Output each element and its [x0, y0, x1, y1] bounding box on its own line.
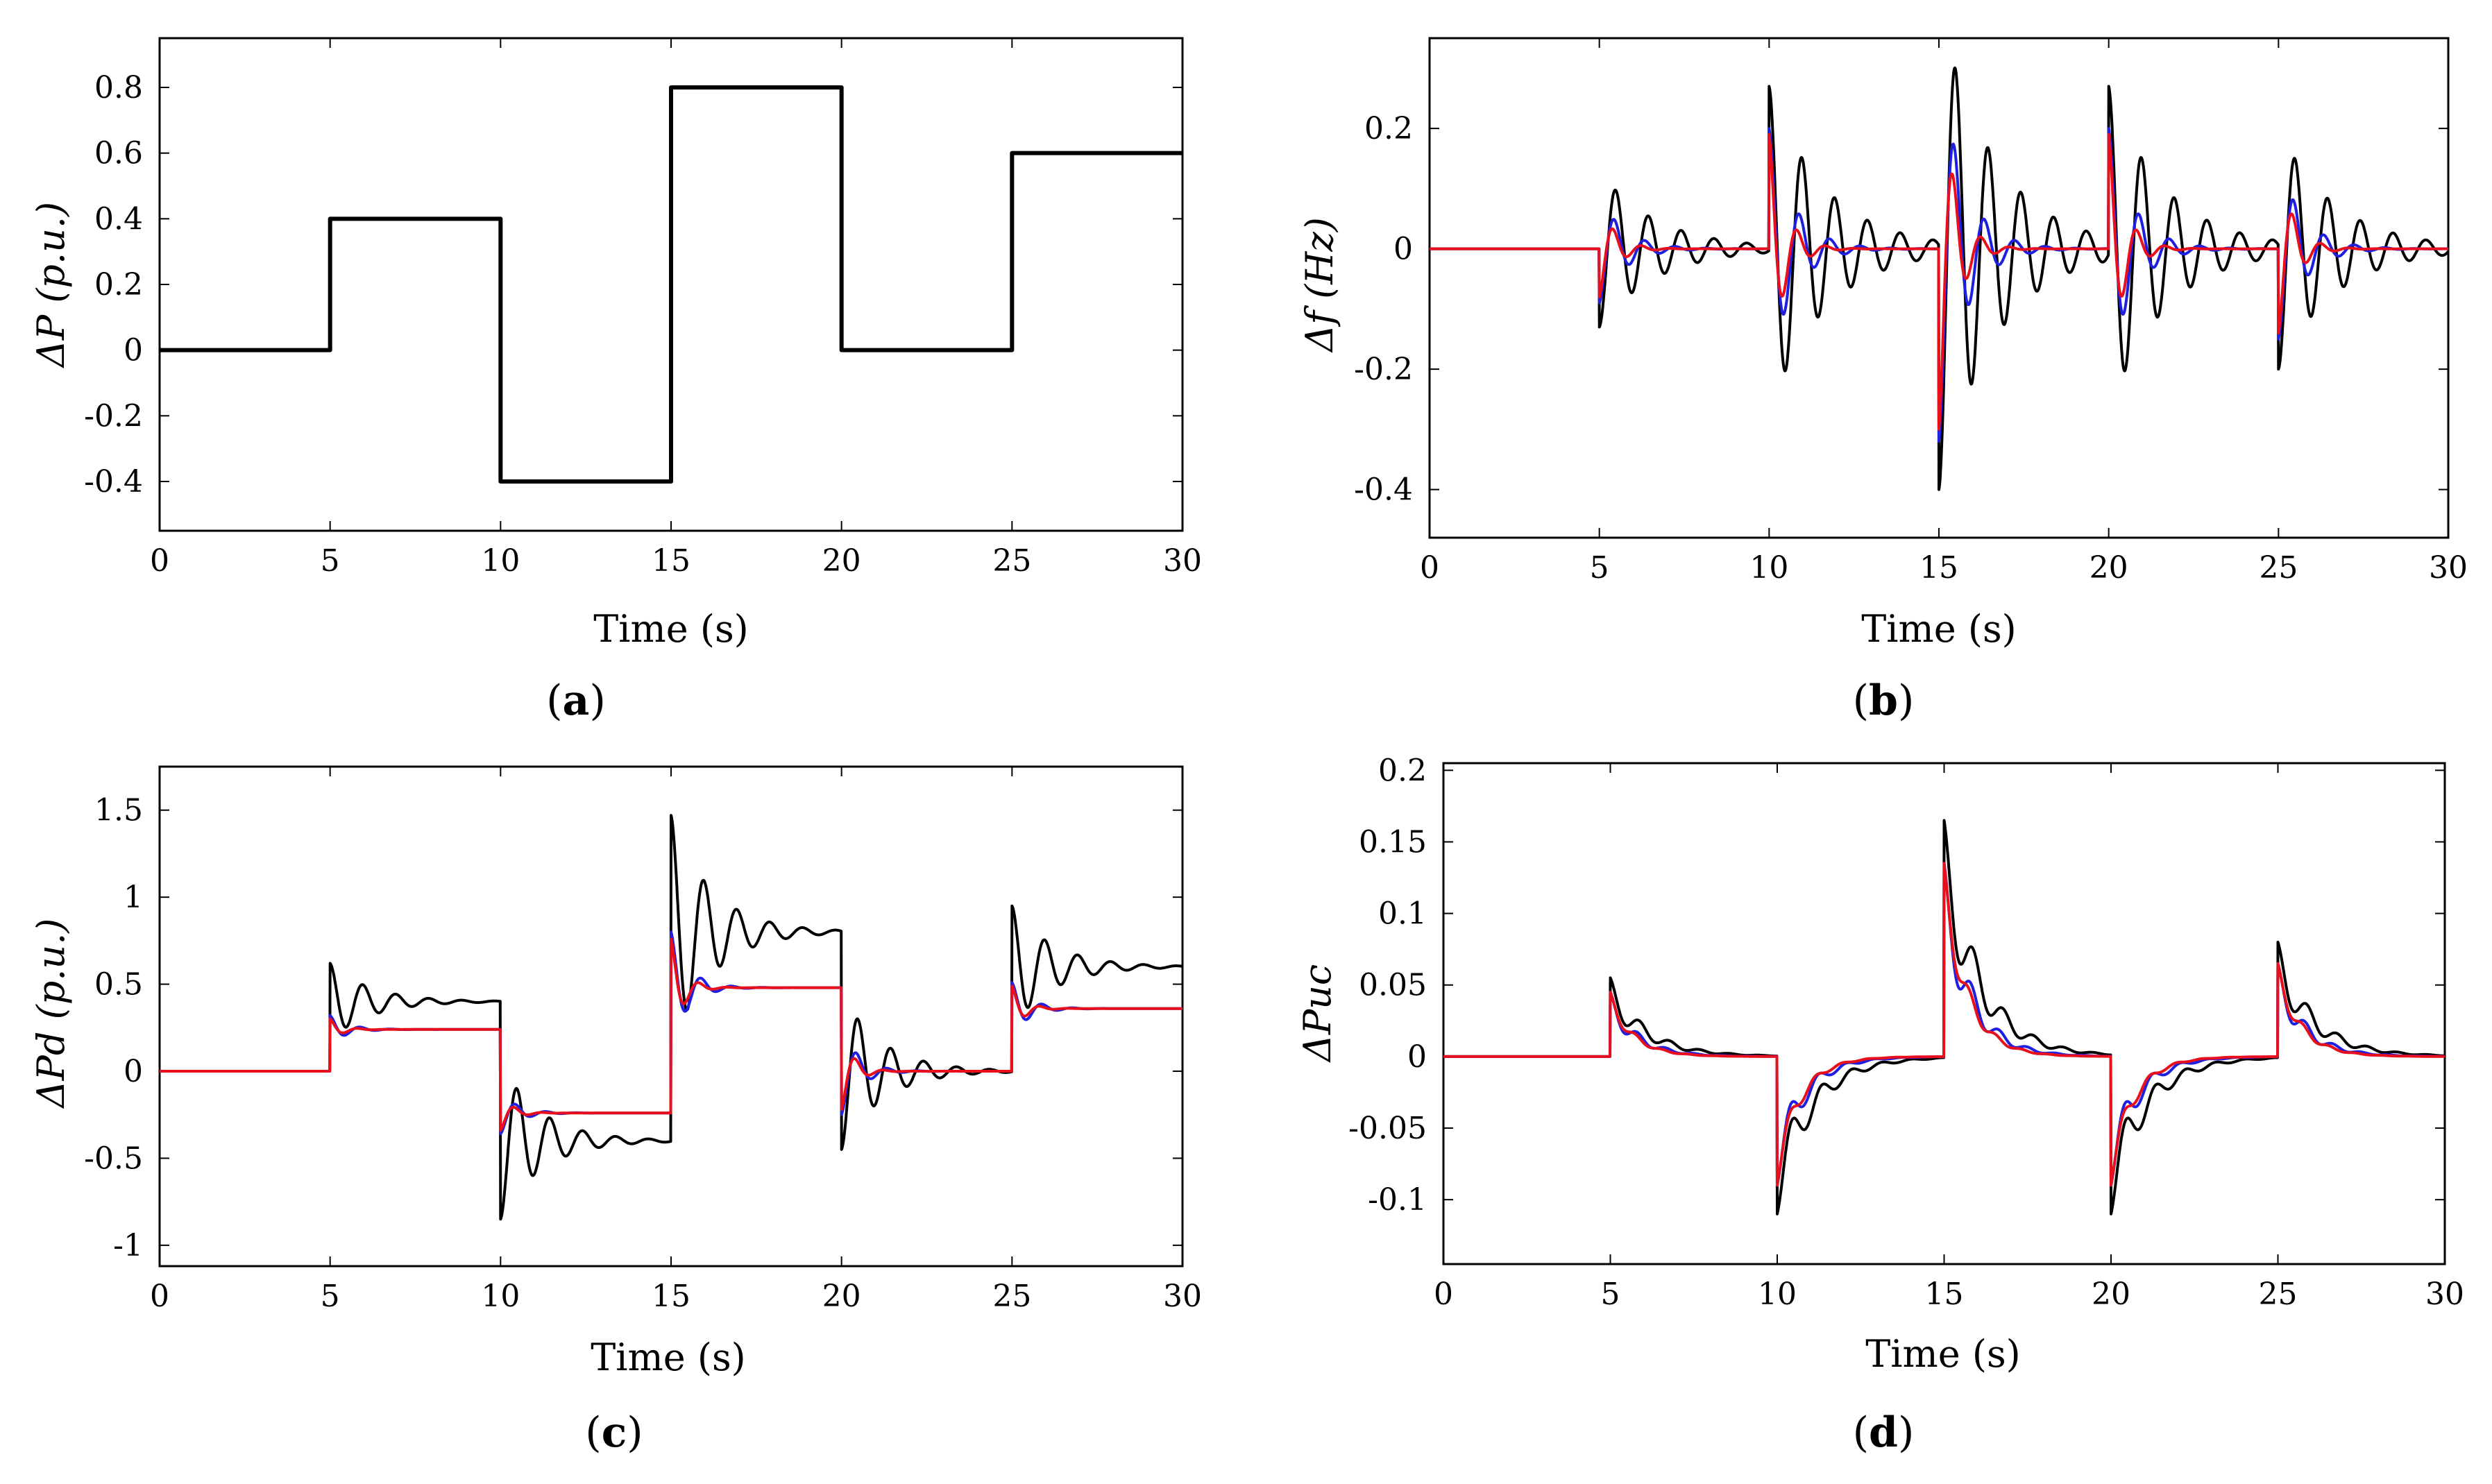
panel-c-series-1-line [158, 814, 1184, 1221]
panel-c-series [158, 814, 1184, 1221]
panel-b: 0 5 10 15 20 25 30 -0.4 -0.2 0 0.2 Time (s) Δf (Hz… [1298, 37, 2468, 725]
panel-d-y-tick-label: 0.2 [1378, 753, 1427, 788]
panel-c-y-tick-label: -1 [113, 1228, 143, 1263]
panel-a-letter: a [563, 676, 590, 725]
panel-a-y-tick-label: -0.4 [84, 464, 143, 500]
panel-a-x-tick-label: 15 [652, 543, 690, 579]
panel-d-series-3-line [1442, 862, 2446, 1187]
panel-a-y-tick-label: 0.2 [94, 267, 143, 302]
panel-c: 0 5 10 15 20 25 30 -1 -0.5 0 0.5 1 1.5 Time (s) ΔPd … [29, 765, 1202, 1457]
panel-c-x-tick-label: 10 [481, 1279, 520, 1314]
panel-b-y-tick-label: -0.4 [1354, 472, 1413, 508]
panel-c-x-tick-label: 30 [1163, 1279, 1202, 1314]
panel-d-series [1442, 819, 2446, 1216]
panel-d-x-tick-label: 5 [1601, 1277, 1620, 1312]
panel-c-y-axis-title: ΔPd (p.u.) [29, 919, 73, 1109]
panel-d-letter: d [1869, 1408, 1898, 1457]
panel-b-letter: b [1869, 676, 1898, 725]
panel-a-x-tick-label: 25 [992, 543, 1031, 579]
panel-a-y-tick-label: 0.6 [94, 136, 143, 171]
panel-b-label: (b) [1853, 676, 1915, 725]
panel-d-y-tick-label: -0.1 [1368, 1182, 1427, 1218]
panel-b-y-tick-label: 0.2 [1364, 111, 1413, 146]
panel-c-series-3-line [158, 937, 1184, 1132]
panel-a-y-tick-label: 0.4 [94, 201, 143, 237]
panel-d-x-tick-label: 0 [1434, 1277, 1453, 1312]
panel-b-x-axis-title: Time (s) [1861, 607, 2016, 651]
panel-b-y-axis-title: Δf (Hz) [1298, 217, 1341, 353]
panel-c-y-tick-label: 0.5 [94, 967, 143, 1003]
panel-b-x-tick-label: 15 [1919, 550, 1958, 586]
panel-a-x-tick-label: 30 [1163, 543, 1202, 579]
panel-d-x-tick-label: 15 [1925, 1277, 1964, 1312]
panel-c-x-tick-label: 25 [992, 1279, 1031, 1314]
panel-a-series-1-line [160, 85, 1183, 484]
panel-d-ticks: 0 5 10 15 20 25 30 -0.1 -0.05 0 0.05 0.1 0.15 0.2 [1348, 753, 2464, 1312]
panel-d-x-axis-title: Time (s) [1865, 1332, 2020, 1376]
panel-a-x-axis-title: Time (s) [593, 607, 748, 651]
panel-a-series [160, 85, 1183, 484]
panel-a-y-tick-label: -0.2 [84, 398, 143, 434]
panel-b-x-tick-label: 30 [2429, 550, 2468, 586]
panel-a: 0 5 10 15 20 25 30 -0.4 -0.2 0 0.2 0.4 0.6 0.8 Time (… [29, 37, 1202, 725]
panel-c-y-tick-label: 1 [124, 880, 143, 915]
panel-a-y-axis-title: ΔP (p.u.) [29, 202, 73, 368]
panel-d-y-tick-label: 0.05 [1359, 968, 1427, 1003]
panel-a-x-tick-label: 5 [321, 543, 340, 579]
panel-d-y-tick-label: 0.1 [1378, 896, 1427, 932]
panel-c-x-tick-label: 5 [321, 1279, 340, 1314]
panel-b-x-tick-label: 20 [2090, 550, 2128, 586]
panel-d-y-tick-label: 0 [1407, 1039, 1427, 1075]
panel-b-series [1428, 66, 2450, 491]
panel-b-y-tick-label: 0 [1393, 232, 1413, 267]
panel-c-label: (c) [585, 1408, 643, 1457]
panel-a-label: (a) [546, 676, 606, 725]
panel-c-ticks: 0 5 10 15 20 25 30 -1 -0.5 0 0.5 1 1.5 [84, 767, 1202, 1314]
panel-a-y-tick-label: 0.8 [94, 70, 143, 105]
panel-a-x-tick-label: 0 [150, 543, 169, 579]
panel-c-x-tick-label: 20 [822, 1279, 861, 1314]
panel-a-x-tick-label: 20 [822, 543, 861, 579]
panel-c-series-2-line [158, 930, 1184, 1136]
panel-d-series-1-line [1442, 819, 2446, 1216]
panel-d-label: (d) [1853, 1408, 1915, 1457]
panel-a-x-tick-label: 10 [481, 543, 520, 579]
panel-d-x-tick-label: 25 [2259, 1277, 2298, 1312]
panel-c-y-tick-label: 0 [124, 1054, 143, 1089]
panel-c-y-tick-label: 1.5 [94, 793, 143, 828]
panel-c-x-tick-label: 15 [652, 1279, 690, 1314]
panel-b-series-3-line [1428, 133, 2450, 431]
panel-a-y-tick-label: 0 [124, 333, 143, 368]
panel-b-ticks: 0 5 10 15 20 25 30 -0.4 -0.2 0 0.2 [1354, 38, 2468, 586]
panel-c-x-tick-label: 0 [150, 1279, 169, 1314]
panel-d: 0 5 10 15 20 25 30 -0.1 -0.05 0 0.05 0.1 0.15 0.2 Tim… [1296, 753, 2464, 1457]
panel-b-series-2-line [1428, 127, 2450, 443]
panel-b-series-1-line [1428, 66, 2450, 491]
panel-c-letter: c [602, 1408, 627, 1457]
panel-b-y-tick-label: -0.2 [1354, 352, 1413, 387]
panel-b-x-tick-label: 25 [2259, 550, 2298, 586]
panel-a-ticks: 0 5 10 15 20 25 30 -0.4 -0.2 0 0.2 0.4 0.6 0.8 [84, 38, 1202, 579]
panel-d-x-tick-label: 10 [1758, 1277, 1797, 1312]
panel-d-x-tick-label: 30 [2425, 1277, 2464, 1312]
panel-c-x-axis-title: Time (s) [591, 1336, 745, 1379]
panel-c-y-tick-label: -0.5 [84, 1141, 143, 1176]
panel-b-x-tick-label: 0 [1420, 550, 1439, 586]
panel-b-x-tick-label: 10 [1749, 550, 1788, 586]
panel-d-y-tick-label: 0.15 [1359, 824, 1427, 860]
panel-d-x-tick-label: 20 [2092, 1277, 2130, 1312]
panel-d-y-axis-title: ΔPuc [1296, 964, 1339, 1063]
panel-d-y-tick-label: -0.05 [1348, 1111, 1427, 1146]
panel-b-x-tick-label: 5 [1590, 550, 1609, 586]
